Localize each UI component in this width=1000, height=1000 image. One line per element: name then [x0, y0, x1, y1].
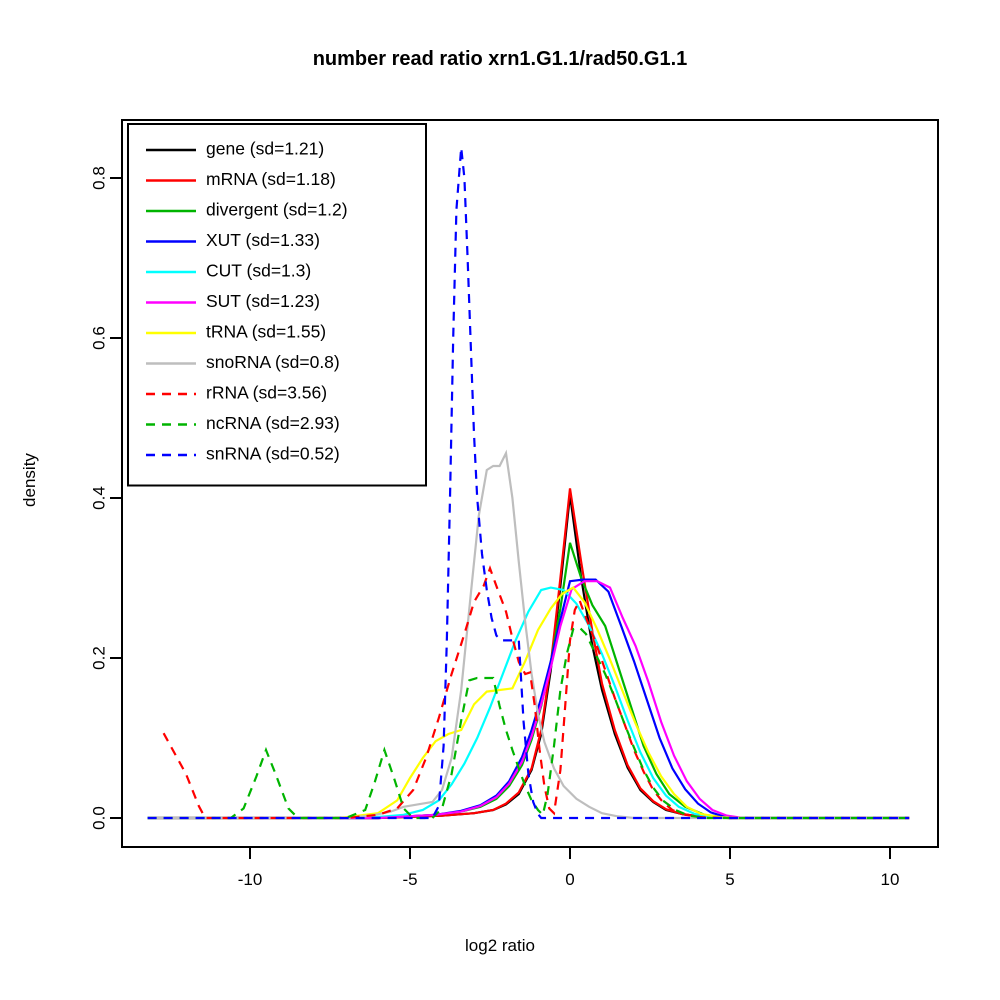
- x-tick-label: -5: [402, 870, 417, 889]
- x-axis-label: log2 ratio: [465, 936, 535, 955]
- axis-layer: -10 -5 0 5 10 0.0 0.2 0.4 0.6 0.8: [89, 119, 939, 889]
- legend-label-divergent: divergent (sd=1.2): [206, 200, 348, 220]
- legend-label-CUT: CUT (sd=1.3): [206, 261, 311, 281]
- density-curve-rRNA: [162, 565, 910, 820]
- curve-layer: [147, 147, 910, 820]
- y-tick-label: 0.8: [89, 166, 108, 190]
- density-curve-mRNA: [147, 488, 910, 820]
- chart-title: number read ratio xrn1.G1.1/rad50.G1.1: [312, 48, 688, 70]
- density-curve-CUT: [147, 586, 910, 820]
- y-tick-label: 0.6: [89, 326, 108, 350]
- legend-label-XUT: XUT (sd=1.33): [206, 230, 320, 250]
- plot-border: [121, 119, 939, 848]
- x-tick-label: 10: [881, 870, 900, 889]
- legend-label-tRNA: tRNA (sd=1.55): [206, 322, 326, 342]
- legend-label-ncRNA: ncRNA (sd=2.93): [206, 413, 340, 433]
- legend-label-mRNA: mRNA (sd=1.18): [206, 169, 336, 189]
- x-tick-label: 5: [725, 870, 734, 889]
- legend-label-snRNA: snRNA (sd=0.52): [206, 444, 340, 464]
- density-curve-snRNA: [147, 147, 910, 820]
- legend-label-snoRNA: snoRNA (sd=0.8): [206, 352, 340, 372]
- x-tick-label: -10: [238, 870, 263, 889]
- x-tick-label: 0: [565, 870, 574, 889]
- density-curve-snoRNA: [147, 449, 910, 820]
- density-curve-XUT: [147, 578, 910, 820]
- density-curve-SUT: [147, 580, 910, 820]
- legend-label-rRNA: rRNA (sd=3.56): [206, 383, 327, 403]
- legend-label-gene: gene (sd=1.21): [206, 139, 324, 159]
- legend-box: gene (sd=1.21) mRNA (sd=1.18) divergent (s…: [127, 123, 427, 487]
- density-curve-tRNA: [147, 586, 910, 820]
- y-tick-label: 0.4: [89, 486, 108, 510]
- density-curve-ncRNA: [147, 626, 910, 820]
- y-tick-label: 0.0: [89, 806, 108, 830]
- legend-background: [127, 123, 427, 487]
- y-tick-label: 0.2: [89, 646, 108, 670]
- legend-label-SUT: SUT (sd=1.23): [206, 291, 320, 311]
